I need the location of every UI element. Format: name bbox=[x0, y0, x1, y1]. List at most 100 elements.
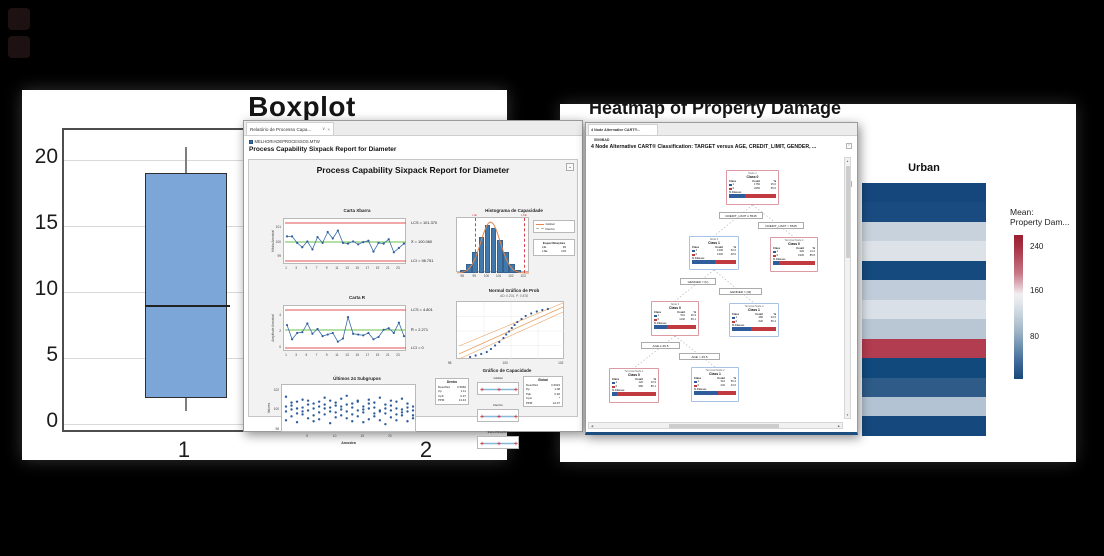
stat-value: 0.36 bbox=[554, 391, 560, 396]
cart-tab[interactable]: 4 Node Alternative CART®... bbox=[588, 124, 658, 135]
sixpack-heading: Process Capability Sixpack Report for Di… bbox=[249, 146, 397, 153]
chart-options-dropdown-icon[interactable]: ⌄ bbox=[566, 163, 574, 171]
class-distribution-bar bbox=[732, 327, 776, 332]
interval-plot-label: Dentro bbox=[493, 403, 503, 407]
node-table-row: 1 480 43.6 bbox=[732, 316, 776, 320]
heatmap-cell[interactable] bbox=[862, 241, 986, 261]
node-header: Terminal Node 2 bbox=[705, 369, 725, 372]
control-limit-label: LCI = 98.751 bbox=[411, 258, 434, 263]
heatmap-cell[interactable] bbox=[862, 183, 986, 203]
class1-bar-segment bbox=[732, 327, 752, 332]
heatmap-legend-gradient bbox=[1014, 235, 1023, 379]
horizontal-scrollbar[interactable]: ◀ ▶ bbox=[588, 422, 843, 429]
class-percent: 48.0 bbox=[730, 253, 736, 257]
class-value: 1 bbox=[695, 249, 698, 253]
node-bar-caption: % Classes bbox=[612, 388, 625, 392]
x-tick-label: 19 bbox=[375, 353, 380, 357]
worksheet-label: MELHORIADEPROCESSOS.MTW bbox=[254, 139, 320, 144]
stats-row: Ppk 0.36 bbox=[526, 392, 560, 396]
scroll-arrow-left-icon[interactable]: ◀ bbox=[590, 424, 594, 428]
class-color-swatch bbox=[694, 384, 697, 388]
capability-histogram: Histograma de Capacidade LIE LSE 98 99 100 10… bbox=[449, 208, 579, 288]
heatmap-cell[interactable] bbox=[862, 260, 986, 281]
heatmap-cells bbox=[862, 183, 986, 436]
class-color-swatch bbox=[654, 314, 657, 318]
y-tick-label: 0 bbox=[279, 345, 281, 349]
sixpack-tab[interactable]: Relatório de Processo Capa... ∨ × bbox=[246, 122, 334, 135]
y-tick-label: 100 bbox=[273, 407, 279, 412]
class-color-swatch bbox=[732, 316, 735, 320]
heatmap-cell[interactable] bbox=[862, 396, 986, 417]
scroll-arrow-down-icon[interactable]: ▼ bbox=[846, 413, 849, 417]
class-value: 1 bbox=[657, 314, 660, 318]
histogram-legend: Global Dentro bbox=[533, 220, 575, 234]
heatmap-cell[interactable] bbox=[862, 319, 986, 339]
xbar-chart-title: Carta Xbarra bbox=[343, 208, 371, 213]
x-tick-label: 9 bbox=[325, 353, 328, 357]
class-count: 310 bbox=[720, 380, 725, 384]
class-distribution-bar bbox=[729, 194, 776, 199]
node-table-header: Class Count% bbox=[729, 179, 776, 183]
stat-name: DesvPad bbox=[526, 383, 538, 387]
class-color-swatch bbox=[692, 249, 695, 253]
cart-tree-node[interactable]: Node 1 Class 0 Class Count% 1 1750 35.0 0 3250 65… bbox=[726, 170, 779, 205]
class-value: 0 bbox=[732, 187, 735, 191]
stat-name: PPM bbox=[438, 398, 445, 403]
last24-title: Últimos 24 Subgrupos bbox=[333, 376, 381, 381]
node-table-row: 0 620 56.4 bbox=[732, 320, 776, 324]
stats-row: Pp 1.08 bbox=[526, 387, 560, 391]
node-bar-caption: % Classes bbox=[692, 256, 705, 260]
heatmap-cell[interactable] bbox=[862, 280, 986, 300]
node-class-label: Class 0 bbox=[669, 306, 681, 311]
tab-menu-icon[interactable]: ∨ bbox=[321, 126, 326, 131]
class-count: 320 bbox=[799, 250, 804, 254]
y-tick-label: 20 bbox=[34, 145, 58, 168]
heatmap-cell[interactable] bbox=[862, 221, 986, 242]
interval-plot bbox=[477, 409, 519, 422]
last24-subgroups-chart: Últimos 24 Subgrupos 102 100 98 5 10 15 20 Valo… bbox=[261, 376, 453, 456]
x-tick-label: 21 bbox=[385, 266, 390, 270]
cart-tree-node[interactable]: Terminal Node 3 Class 1 Class Count% 1 480 43.… bbox=[729, 303, 779, 337]
cart-tree-node[interactable]: Terminal Node 1 Class 0 Class Count% 1 120 10.… bbox=[609, 368, 659, 403]
prob-plot-title: Normal Gráfico de Prob bbox=[488, 288, 540, 293]
y-tick-label: 100 bbox=[275, 239, 281, 244]
stat-value: 13.43 bbox=[458, 398, 466, 403]
heatmap-cell[interactable] bbox=[862, 202, 986, 222]
node-table-row: 0 1320 48.0 bbox=[692, 253, 736, 257]
x-category-label: 1 bbox=[177, 437, 191, 460]
x-tick-label: 5 bbox=[306, 434, 308, 438]
y-tick-label: 99 bbox=[277, 254, 281, 259]
class-percent: 14.2 bbox=[809, 250, 815, 254]
heatmap-cell[interactable] bbox=[862, 358, 986, 378]
heatmap-cell[interactable] bbox=[862, 299, 986, 320]
stat-name: Cp bbox=[438, 389, 442, 394]
scroll-arrow-up-icon[interactable]: ▲ bbox=[846, 159, 849, 163]
heatmap-cell[interactable] bbox=[862, 338, 986, 359]
vertical-scrollbar-thumb[interactable] bbox=[846, 166, 850, 258]
horizontal-scrollbar-thumb[interactable] bbox=[669, 424, 779, 428]
vertical-scrollbar[interactable]: ▲ ▼ bbox=[844, 157, 851, 419]
collapse-icon[interactable]: ⌃ bbox=[846, 143, 852, 149]
cart-tree-node[interactable]: Node 3 Class 0 Class Count% 1 510 30.9 0 1140 69.… bbox=[651, 301, 699, 336]
cart-tree-canvas: Node 1 Class 0 Class Count% 1 1750 35.0 0 3250 65… bbox=[588, 157, 843, 417]
box-rect[interactable] bbox=[145, 173, 227, 398]
tab-close-icon[interactable]: × bbox=[327, 126, 330, 132]
scroll-arrow-right-icon[interactable]: ▶ bbox=[837, 424, 841, 428]
stat-name: CpK bbox=[438, 393, 444, 398]
class-color-swatch bbox=[654, 318, 657, 322]
prob-plot-subtitle: AD: 0.201, P: 0.878 bbox=[500, 294, 528, 298]
cart-tree-node[interactable]: Node 2 Class 1 Class Count% 1 1430 52.0 0 1320 48… bbox=[689, 236, 739, 270]
class-percent: 10.9 bbox=[650, 381, 656, 385]
cart-heading: 4 Node Alternative CART® Classification:… bbox=[591, 144, 817, 150]
node-class-label: Class 1 bbox=[748, 308, 760, 313]
class-color-swatch bbox=[773, 250, 776, 254]
cart-tree-node[interactable]: Terminal Node 2 Class 1 Class Count% 1 310 56.… bbox=[691, 367, 739, 402]
class-value: 1 bbox=[776, 250, 779, 254]
node-table-row: 0 1140 69.1 bbox=[654, 318, 696, 322]
heatmap-cell[interactable] bbox=[862, 416, 986, 436]
worksheet-row[interactable]: MELHORIADEPROCESSOS.MTW bbox=[249, 139, 320, 144]
cart-tree-node[interactable]: Terminal Node 4 Class 0 Class Count% 1 320 14.… bbox=[770, 237, 818, 272]
x-tick-label: 100 bbox=[502, 361, 508, 365]
x-tick-label: 19 bbox=[375, 266, 380, 270]
heatmap-cell[interactable] bbox=[862, 377, 986, 397]
